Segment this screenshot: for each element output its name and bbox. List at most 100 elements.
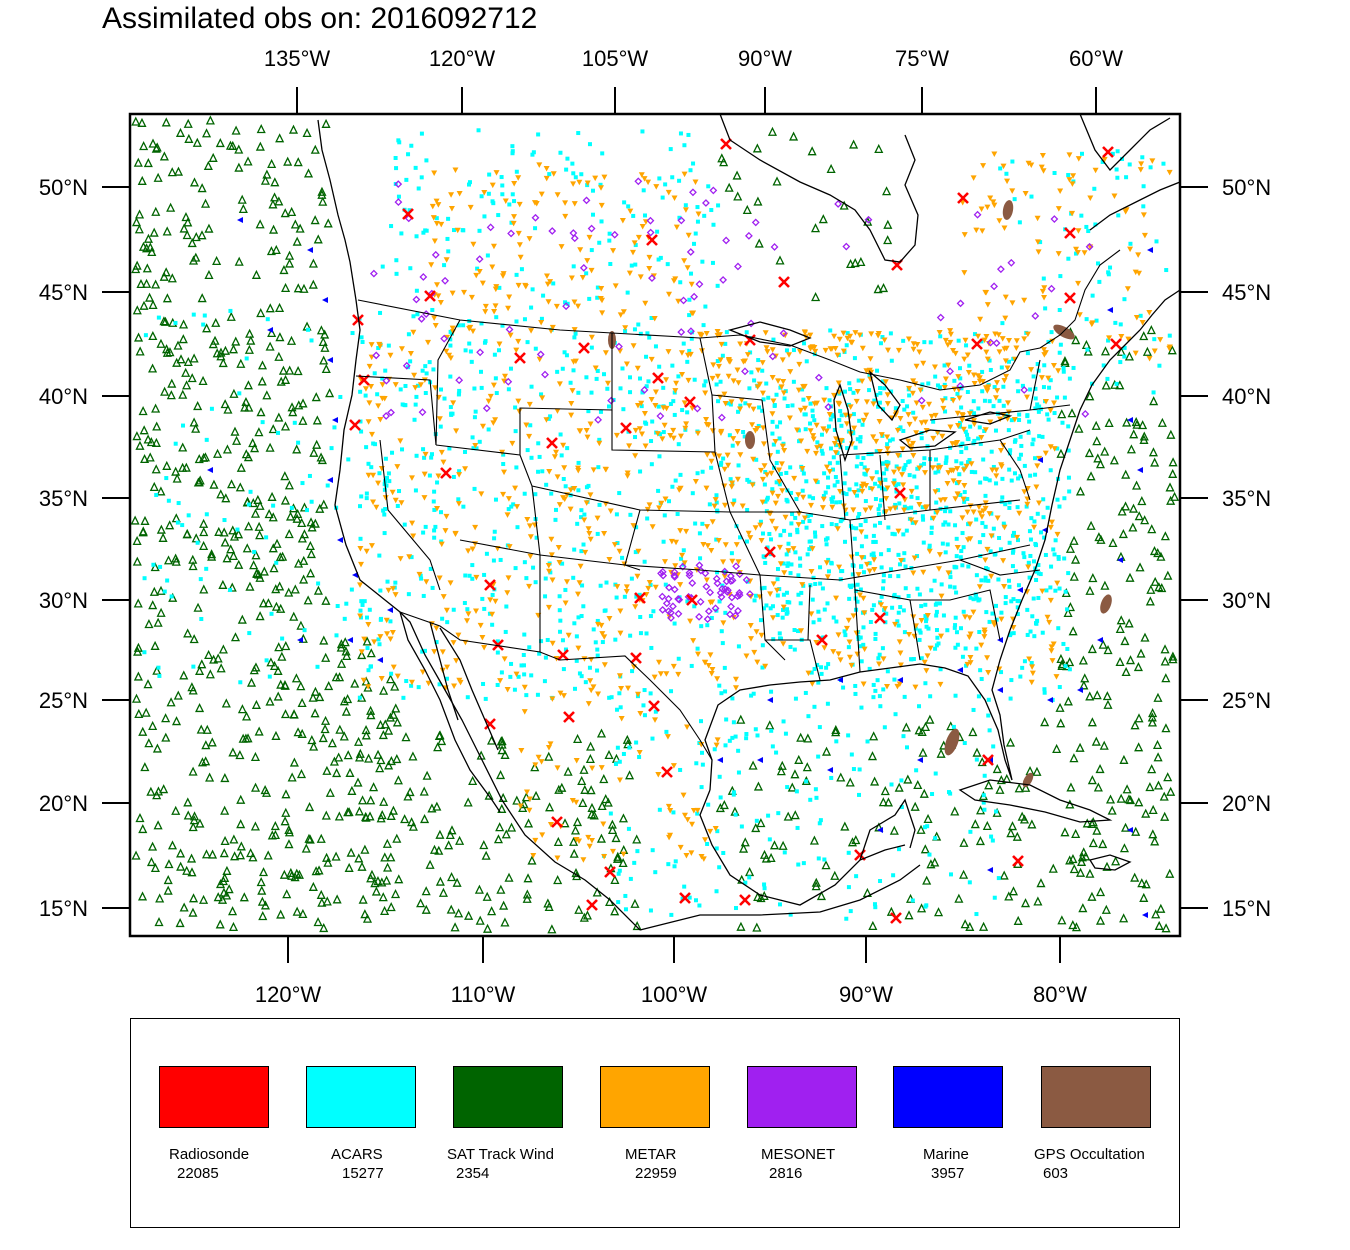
acars-marker xyxy=(620,366,625,371)
metar-marker xyxy=(554,855,561,862)
metar-marker xyxy=(1029,664,1036,670)
metar-marker xyxy=(805,396,812,402)
acars-marker xyxy=(763,499,768,504)
sat-track-wind-marker xyxy=(504,872,514,882)
acars-marker xyxy=(468,349,473,354)
sat-track-wind-marker xyxy=(251,662,261,672)
metar-marker xyxy=(837,489,844,495)
acars-marker xyxy=(626,826,631,831)
acars-marker xyxy=(1033,456,1038,461)
metar-marker xyxy=(863,399,870,405)
metar-marker xyxy=(960,496,967,503)
acars-marker xyxy=(650,848,655,853)
metar-marker xyxy=(562,200,569,206)
acars-marker xyxy=(808,421,813,426)
metar-marker xyxy=(998,616,1005,623)
acars-marker xyxy=(761,397,766,402)
metar-marker xyxy=(820,426,827,432)
sat-track-wind-marker xyxy=(201,128,212,138)
acars-marker xyxy=(854,874,859,879)
acars-marker xyxy=(533,492,538,497)
sat-track-wind-marker xyxy=(811,877,821,887)
metar-marker xyxy=(861,610,868,616)
acars-marker xyxy=(937,385,942,390)
axis-ticks xyxy=(102,87,1208,963)
mesonet-marker xyxy=(711,604,720,613)
acars-marker xyxy=(670,363,675,368)
acars-marker xyxy=(839,413,844,418)
acars-marker xyxy=(1067,376,1072,381)
acars-marker xyxy=(707,502,712,507)
sat-track-wind-marker xyxy=(587,802,597,812)
acars-marker xyxy=(888,574,893,579)
acars-marker xyxy=(1034,569,1039,574)
sat-track-wind-marker xyxy=(269,660,280,670)
sat-track-wind-marker xyxy=(341,706,351,716)
acars-marker xyxy=(529,384,534,389)
acars-marker xyxy=(808,401,813,406)
mesonet-marker xyxy=(440,334,449,343)
mesonet-marker xyxy=(717,593,726,601)
sat-track-wind-marker xyxy=(816,891,826,901)
metar-marker xyxy=(547,822,554,828)
sat-track-wind-marker xyxy=(455,835,465,845)
metar-marker xyxy=(911,555,918,561)
sat-track-wind-marker xyxy=(1021,782,1031,792)
acars-marker xyxy=(576,131,581,136)
metar-marker xyxy=(623,361,630,367)
acars-marker xyxy=(1118,360,1123,365)
sat-track-wind-marker xyxy=(419,786,429,796)
sat-track-wind-marker xyxy=(293,558,304,568)
metar-marker xyxy=(847,333,854,340)
sat-track-wind-marker xyxy=(354,806,364,816)
sat-track-wind-marker xyxy=(883,797,893,807)
sat-track-wind-marker xyxy=(332,767,342,778)
marine-marker xyxy=(1147,247,1153,253)
acars-marker xyxy=(506,387,511,392)
sat-track-wind-marker xyxy=(197,230,207,240)
metar-marker xyxy=(554,408,561,414)
metar-marker xyxy=(1039,288,1046,295)
metar-marker xyxy=(523,422,530,429)
acars-marker xyxy=(542,679,547,684)
acars-marker xyxy=(785,404,790,409)
acars-marker xyxy=(156,665,161,670)
acars-marker xyxy=(714,493,719,498)
metar-marker xyxy=(795,492,802,498)
acars-marker xyxy=(864,534,869,539)
acars-marker xyxy=(516,674,521,679)
acars-marker xyxy=(963,646,968,651)
metar-marker xyxy=(860,481,867,488)
acars-marker xyxy=(784,552,789,557)
metar-marker xyxy=(721,466,728,473)
acars-marker xyxy=(983,578,988,583)
acars-marker xyxy=(798,556,803,561)
acars-marker xyxy=(797,439,802,444)
sat-track-wind-marker xyxy=(281,807,291,817)
acars-marker xyxy=(669,912,674,917)
marine-marker xyxy=(1077,687,1083,693)
metar-marker xyxy=(479,635,486,641)
acars-marker xyxy=(954,481,959,486)
acars-marker xyxy=(415,383,420,388)
metar-marker xyxy=(582,549,589,556)
acars-marker xyxy=(794,789,799,794)
sat-track-wind-marker xyxy=(883,235,893,245)
acars-marker xyxy=(657,807,662,812)
metar-marker xyxy=(975,333,982,340)
metar-marker xyxy=(438,541,445,548)
metar-marker xyxy=(854,388,861,395)
sat-track-wind-marker xyxy=(377,810,387,820)
mesonet-marker xyxy=(541,370,549,379)
metar-marker xyxy=(1049,658,1056,664)
mesonet-marker xyxy=(417,314,426,323)
acars-marker xyxy=(789,490,794,495)
acars-marker xyxy=(616,900,621,905)
metar-marker xyxy=(768,470,775,477)
metar-marker xyxy=(999,336,1006,342)
metar-marker xyxy=(760,441,767,447)
sat-track-wind-marker xyxy=(1131,826,1141,836)
acars-marker xyxy=(1031,596,1036,601)
sat-track-wind-marker xyxy=(1163,570,1173,580)
marine-marker xyxy=(837,677,843,683)
